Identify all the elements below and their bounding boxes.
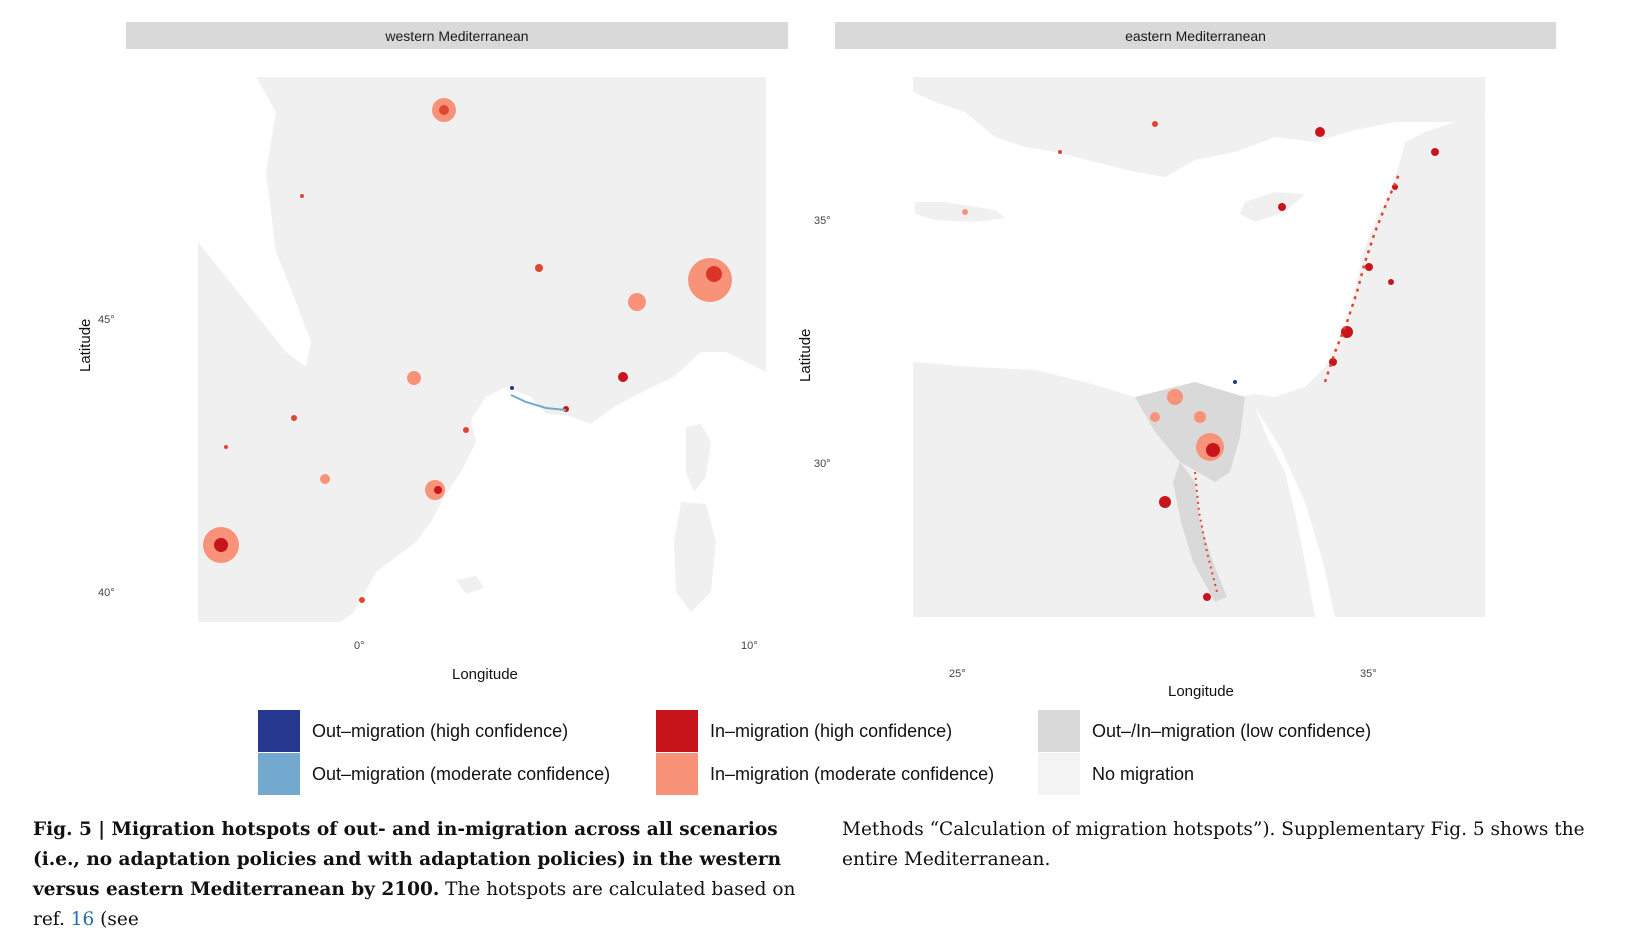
west-x-tick: 10° — [741, 640, 758, 652]
east-y-label: Latitude — [797, 328, 814, 382]
legend-item: Out–migration (moderate confidence) — [258, 753, 610, 795]
west-land — [198, 77, 766, 622]
legend-label: In–migration (high confidence) — [710, 720, 953, 741]
legend-swatch — [1038, 710, 1080, 752]
legend-label: In–migration (moderate confidence) — [710, 763, 995, 784]
west-x-tick: 0° — [354, 640, 365, 652]
west-y-tick: 45° — [98, 314, 115, 326]
caption-bold: Migration hotspots of out- and in-migrat… — [33, 819, 782, 900]
legend-item: No migration — [1038, 753, 1194, 795]
east-y-tick: 35° — [814, 215, 831, 227]
caption-fig-label: Fig. 5 | — [33, 819, 112, 840]
east-panel-title: eastern Mediterranean — [835, 22, 1556, 49]
caption-text-right: Methods “Calculation of migration hotspo… — [842, 819, 1585, 870]
west-y-tick: 40° — [98, 587, 115, 599]
legend-label: Out–/In–migration (low confidence) — [1092, 720, 1372, 741]
east-x-tick: 35° — [1360, 668, 1377, 680]
east-x-tick: 25° — [949, 668, 966, 680]
legend-swatch — [656, 753, 698, 795]
east-y-tick: 30° — [814, 458, 831, 470]
east-x-label: Longitude — [1168, 683, 1234, 700]
legend-label: Out–migration (moderate confidence) — [312, 763, 611, 784]
legend-label: No migration — [1092, 763, 1195, 784]
west-x-label: Longitude — [452, 666, 518, 683]
legend-swatch — [656, 710, 698, 752]
caption-text: (see — [94, 909, 139, 930]
figure-caption-left: Fig. 5 | Migration hotspots of out- and … — [33, 815, 803, 935]
legend-item: Out–/In–migration (low confidence) — [1038, 710, 1371, 752]
legend-item: Out–migration (high confidence) — [258, 710, 568, 752]
west-panel-title: western Mediterranean — [126, 22, 788, 49]
west-map — [126, 52, 788, 652]
legend-item: In–migration (moderate confidence) — [656, 753, 994, 795]
west-y-label: Latitude — [77, 318, 94, 372]
legend-swatch — [258, 710, 300, 752]
figure-caption-right: Methods “Calculation of migration hotspo… — [842, 815, 1612, 875]
east-map — [835, 52, 1556, 652]
caption-ref-link[interactable]: 16 — [70, 909, 95, 930]
legend-item: In–migration (high confidence) — [656, 710, 952, 752]
legend-swatch — [1038, 753, 1080, 795]
legend-label: Out–migration (high confidence) — [312, 720, 569, 741]
legend-swatch — [258, 753, 300, 795]
